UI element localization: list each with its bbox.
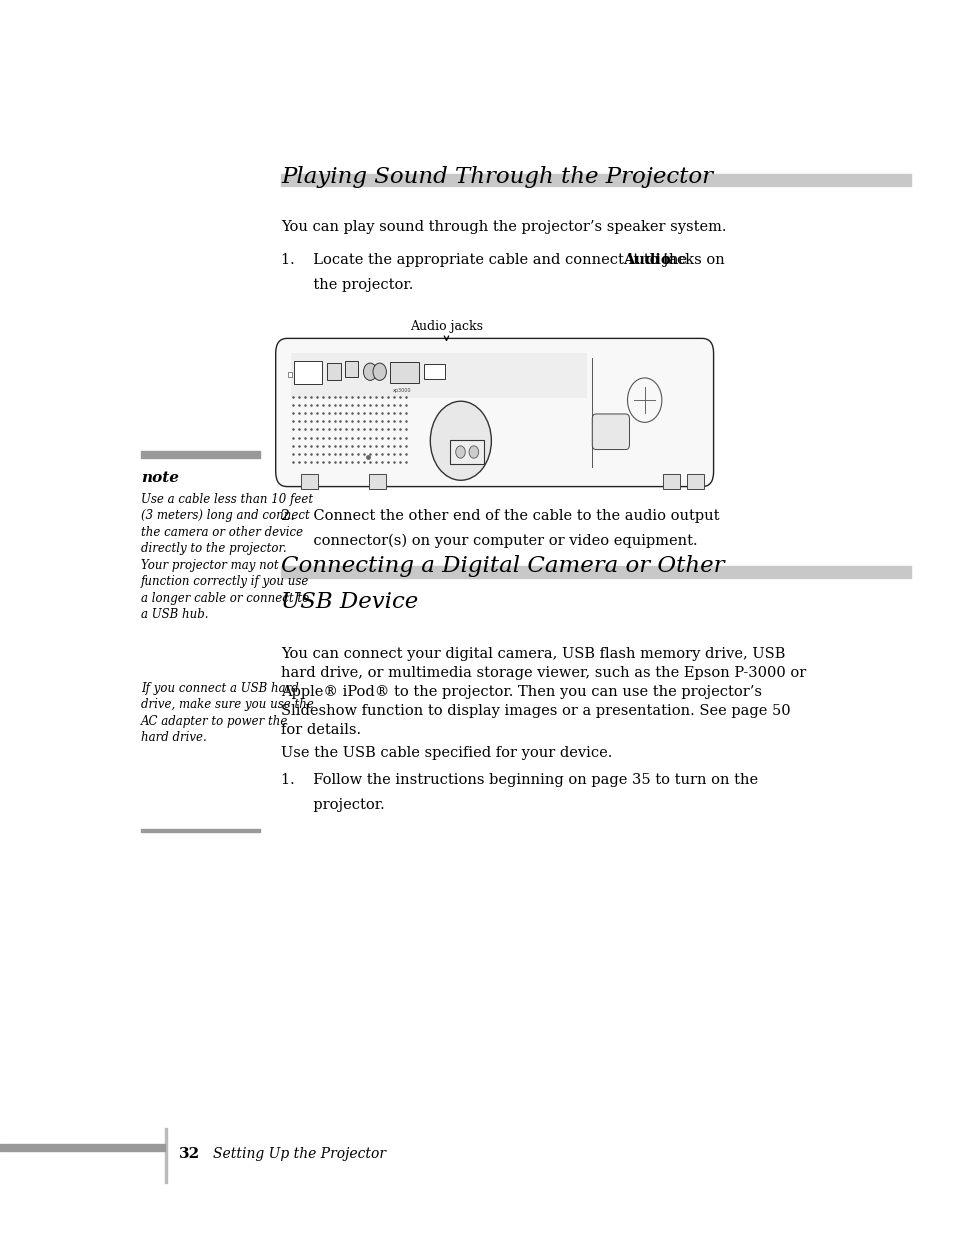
- Text: 32: 32: [179, 1147, 200, 1161]
- Bar: [390, 362, 418, 383]
- Bar: [423, 364, 444, 379]
- Text: projector.: projector.: [281, 798, 385, 811]
- Bar: [294, 361, 322, 384]
- Text: Audio: Audio: [622, 253, 670, 267]
- Text: 1.    Locate the appropriate cable and connect it to the: 1. Locate the appropriate cable and conn…: [281, 253, 692, 267]
- Bar: [281, 174, 910, 186]
- Bar: [281, 566, 910, 578]
- Bar: [141, 829, 260, 832]
- Bar: [327, 363, 340, 380]
- Bar: [300, 474, 317, 489]
- Text: You can play sound through the projector’s speaker system.: You can play sound through the projector…: [281, 220, 726, 233]
- Bar: [662, 474, 679, 489]
- Circle shape: [373, 363, 386, 380]
- Bar: [141, 451, 260, 458]
- Text: Connecting a Digital Camera or Other: Connecting a Digital Camera or Other: [281, 555, 724, 577]
- Text: USB Device: USB Device: [281, 590, 418, 613]
- Bar: [0, 1144, 165, 1151]
- FancyBboxPatch shape: [275, 338, 713, 487]
- Text: If you connect a USB hard
drive, make sure you use the
AC adapter to power the
h: If you connect a USB hard drive, make su…: [141, 682, 314, 745]
- Text: 2.    Connect the other end of the cable to the audio output: 2. Connect the other end of the cable to…: [281, 509, 720, 522]
- Circle shape: [469, 446, 478, 458]
- Text: xp3000: xp3000: [392, 388, 411, 393]
- Text: Audio jacks: Audio jacks: [410, 320, 482, 333]
- Bar: [369, 474, 386, 489]
- Text: You can connect your digital camera, USB flash memory drive, USB
hard drive, or : You can connect your digital camera, USB…: [281, 647, 806, 737]
- Bar: [288, 372, 292, 377]
- Bar: [165, 1128, 167, 1183]
- Bar: [450, 440, 484, 464]
- Text: Use the USB cable specified for your device.: Use the USB cable specified for your dev…: [281, 746, 612, 760]
- Text: Setting Up the Projector: Setting Up the Projector: [213, 1147, 385, 1161]
- FancyBboxPatch shape: [592, 414, 629, 450]
- Circle shape: [456, 446, 465, 458]
- Circle shape: [363, 363, 376, 380]
- Text: Playing Sound Through the Projector: Playing Sound Through the Projector: [281, 165, 713, 188]
- Text: the projector.: the projector.: [281, 278, 414, 291]
- Text: 1.    Follow the instructions beginning on page 35 to turn on the: 1. Follow the instructions beginning on …: [281, 773, 758, 787]
- Bar: [345, 361, 357, 377]
- Circle shape: [430, 401, 491, 480]
- Bar: [291, 353, 586, 398]
- Text: jacks on: jacks on: [659, 253, 724, 267]
- Bar: [686, 474, 703, 489]
- Text: Use a cable less than 10 feet
(3 meters) long and connect
the camera or other de: Use a cable less than 10 feet (3 meters)…: [141, 493, 313, 621]
- Text: note: note: [141, 471, 179, 484]
- Text: connector(s) on your computer or video equipment.: connector(s) on your computer or video e…: [281, 534, 698, 548]
